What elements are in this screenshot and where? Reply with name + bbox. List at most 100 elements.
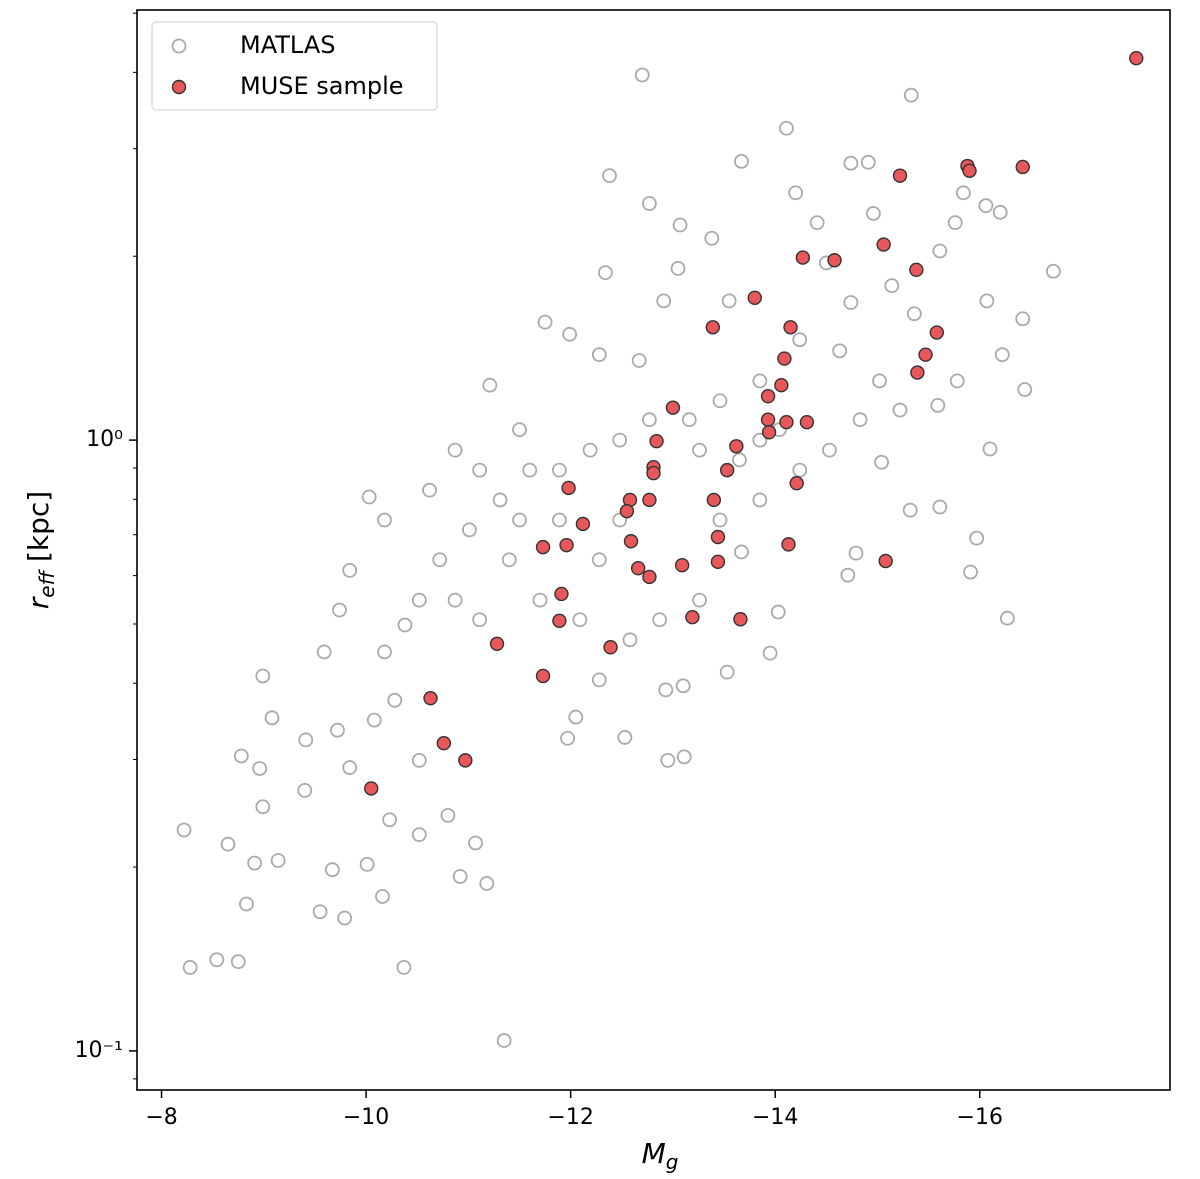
data-point xyxy=(760,388,776,404)
data-point xyxy=(892,402,908,418)
data-point xyxy=(878,553,893,569)
legend-label: MUSE sample xyxy=(240,72,404,100)
data-point xyxy=(932,499,948,515)
data-point xyxy=(729,439,744,454)
data-point xyxy=(452,869,468,884)
data-point xyxy=(642,492,657,508)
data-point xyxy=(554,586,569,602)
data-point xyxy=(512,512,527,528)
data-point xyxy=(623,534,639,549)
data-point xyxy=(962,163,977,178)
data-point xyxy=(665,400,681,415)
data-point xyxy=(918,347,933,362)
data-point xyxy=(479,876,495,891)
legend-box xyxy=(151,21,438,111)
data-point xyxy=(422,482,437,498)
data-point xyxy=(582,442,598,458)
data-point xyxy=(674,558,690,573)
data-point xyxy=(832,343,848,359)
data-point xyxy=(777,351,792,366)
data-point xyxy=(642,569,657,585)
data-point xyxy=(512,422,527,438)
data-point xyxy=(552,462,567,478)
data-point xyxy=(1046,263,1061,279)
data-point xyxy=(982,441,998,457)
data-point xyxy=(377,644,392,660)
data-point xyxy=(734,544,749,560)
data-point xyxy=(522,462,538,478)
data-point xyxy=(458,753,473,768)
data-point xyxy=(432,552,448,568)
data-point xyxy=(337,910,353,926)
data-point xyxy=(568,709,584,725)
data-point xyxy=(733,612,748,627)
data-point xyxy=(631,353,647,368)
data-point xyxy=(676,749,692,765)
data-point xyxy=(642,412,657,428)
data-point xyxy=(359,857,375,872)
data-point xyxy=(642,196,657,211)
data-point xyxy=(979,293,995,309)
data-point xyxy=(375,889,390,904)
data-point xyxy=(779,120,794,136)
data-point xyxy=(297,782,313,798)
data-point xyxy=(710,554,726,570)
data-point xyxy=(377,512,392,528)
data-point xyxy=(840,567,856,583)
data-point xyxy=(324,862,340,878)
data-point xyxy=(330,722,345,738)
data-point xyxy=(852,412,868,428)
data-point xyxy=(364,781,379,796)
data-point xyxy=(910,365,925,380)
y-axis-label: reff [kpc] xyxy=(22,491,59,609)
data-point xyxy=(176,822,192,838)
data-point xyxy=(874,454,889,470)
data-point xyxy=(468,835,483,851)
data-point xyxy=(532,592,548,608)
data-point xyxy=(762,645,778,661)
data-point xyxy=(361,489,377,505)
data-point xyxy=(978,198,994,214)
data-point xyxy=(561,480,576,496)
data-point xyxy=(652,612,668,628)
data-point xyxy=(719,664,735,680)
data-point xyxy=(646,465,661,481)
data-point xyxy=(672,217,688,233)
data-point xyxy=(799,414,815,430)
data-point xyxy=(1129,50,1144,66)
data-point xyxy=(884,278,900,294)
legend-marker xyxy=(171,79,187,95)
data-point xyxy=(411,752,427,768)
data-point xyxy=(865,206,881,221)
data-point xyxy=(903,87,919,103)
data-point xyxy=(848,545,864,561)
data-point xyxy=(685,609,700,625)
data-point xyxy=(752,492,768,508)
data-point xyxy=(366,712,382,728)
data-point xyxy=(843,295,859,310)
data-point xyxy=(656,293,672,309)
data-point xyxy=(598,265,613,281)
data-point xyxy=(397,617,413,633)
data-point xyxy=(795,250,811,265)
data-point xyxy=(382,812,398,828)
data-point xyxy=(342,760,358,775)
data-point xyxy=(781,537,796,552)
data-point xyxy=(603,640,618,655)
data-point xyxy=(930,397,946,413)
data-point xyxy=(462,522,477,538)
data-point xyxy=(705,320,721,335)
data-point xyxy=(872,373,887,389)
x-axis-label: Mg xyxy=(642,1137,679,1174)
data-point xyxy=(387,692,403,708)
data-point xyxy=(892,168,908,183)
data-point xyxy=(827,253,842,268)
data-point xyxy=(788,185,804,201)
data-point xyxy=(436,735,452,751)
data-point xyxy=(660,752,676,768)
data-point xyxy=(822,442,837,458)
data-point xyxy=(332,602,347,618)
data-point xyxy=(230,954,246,970)
legend-label: MATLAS xyxy=(240,31,336,59)
